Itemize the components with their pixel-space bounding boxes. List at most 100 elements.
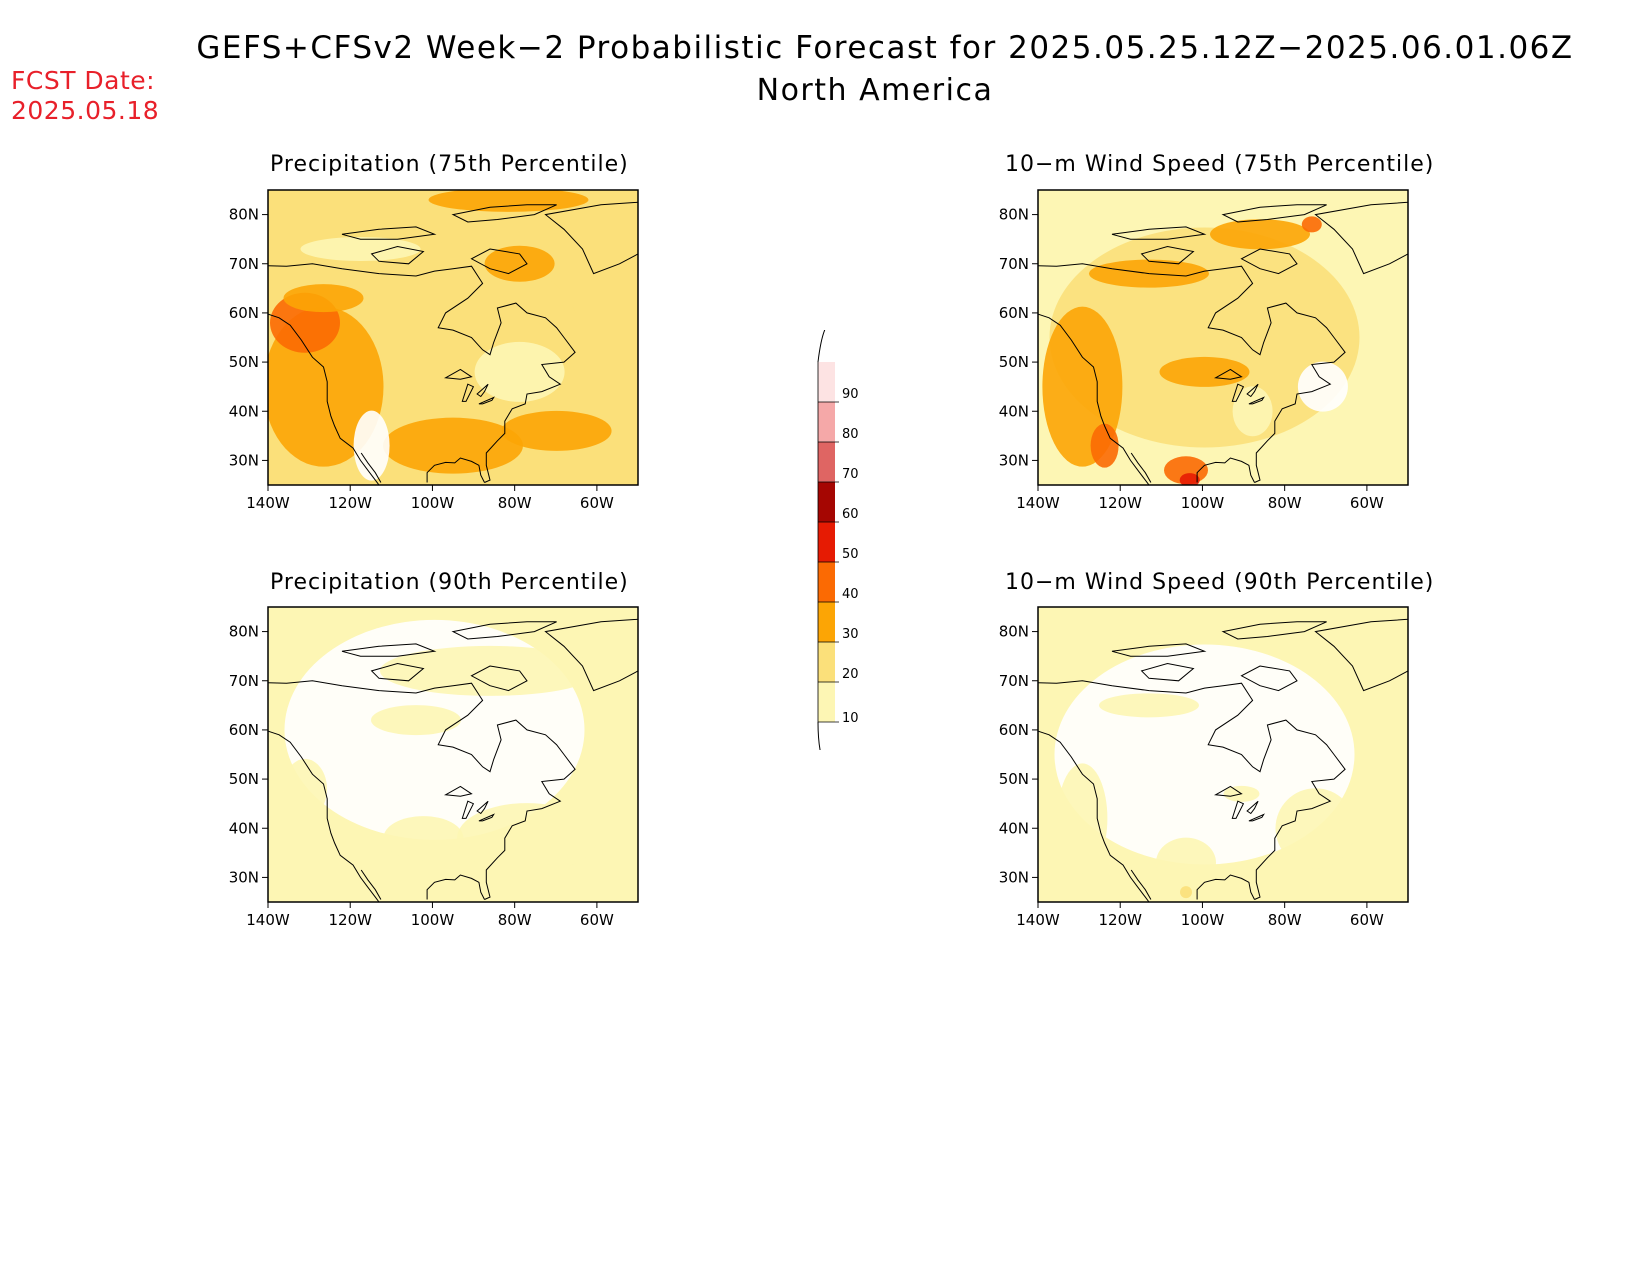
lon-tick-label: 80W <box>498 494 532 512</box>
lat-tick-label: 70N <box>999 255 1029 273</box>
probability-contour <box>283 758 327 819</box>
lon-tick-label: 100W <box>1181 911 1225 929</box>
lat-tick-label: 60N <box>229 304 259 322</box>
map-frame <box>1037 606 1409 903</box>
colorbar-level-label: 70 <box>842 467 859 482</box>
lon-tick-label: 140W <box>1016 494 1060 512</box>
probability-contour <box>1301 216 1322 233</box>
probability-contour <box>1275 427 1356 464</box>
coastline <box>268 201 638 485</box>
probability-contour <box>484 245 555 282</box>
lon-tick-label: 140W <box>1016 911 1060 929</box>
coastline <box>1038 201 1408 485</box>
lon-tick-label: 120W <box>328 494 372 512</box>
lat-tick-label: 50N <box>229 353 259 371</box>
lat-tick-label: 30N <box>999 451 1029 469</box>
map-precip-90: 140W 120W 100W 80W 60W 80N 70N 60N 50N 40N 30N <box>229 606 639 929</box>
colorbar-level-label: 10 <box>842 711 859 726</box>
lat-tick-label: 40N <box>229 819 259 837</box>
lat-tick-label: 60N <box>999 721 1029 739</box>
lat-tick-label: 70N <box>229 255 259 273</box>
map-wind-75: 140W 120W 100W 80W 60W 80N 70N 60N 50N 40N 30N <box>999 189 1409 512</box>
probability-contour <box>283 284 364 313</box>
lon-tick-label: 60W <box>580 494 614 512</box>
probability-contour <box>1159 356 1250 387</box>
probability-field <box>268 190 638 485</box>
colorbar-segment <box>818 522 835 562</box>
probability-contour <box>383 816 464 861</box>
panel-title-precip-90: Precipitation (90th Percentile) <box>270 570 629 595</box>
lon-tick-label: 100W <box>411 494 455 512</box>
lat-tick-label: 80N <box>999 623 1029 641</box>
probability-contour <box>1099 693 1199 718</box>
map-precip-75: 140W 120W 100W 80W 60W 80N 70N 60N 50N 40N 30N <box>229 189 639 512</box>
colorbar-segment <box>818 482 835 522</box>
lat-tick-label: 30N <box>229 868 259 886</box>
probability-contour <box>380 645 600 696</box>
lat-tick-label: 50N <box>999 770 1029 788</box>
probability-field <box>1038 607 1408 902</box>
probability-contour <box>1210 219 1310 250</box>
probability-contour <box>383 417 523 474</box>
colorbar-level-label: 50 <box>842 547 859 562</box>
probability-contour <box>300 237 421 261</box>
lat-tick-label: 40N <box>229 402 259 420</box>
lat-tick-label: 80N <box>229 206 259 224</box>
probability-contour <box>371 705 461 736</box>
lat-tick-label: 80N <box>229 623 259 641</box>
lat-tick-label: 60N <box>229 721 259 739</box>
probability-field <box>268 607 638 902</box>
probability-contour <box>1275 788 1356 869</box>
lat-tick-label: 30N <box>999 868 1029 886</box>
lon-tick-label: 60W <box>1350 494 1384 512</box>
panel-title-precip-75: Precipitation (75th Percentile) <box>270 152 629 177</box>
lon-tick-label: 140W <box>246 911 290 929</box>
lon-tick-label: 100W <box>411 911 455 929</box>
probability-contour <box>1309 646 1359 667</box>
probability-contour <box>1090 423 1119 468</box>
probability-contour <box>1180 886 1192 899</box>
colorbar-segment <box>818 682 835 722</box>
colorbar-segment <box>818 442 835 482</box>
main-title: GEFS+CFSv2 Week−2 Probabilistic Forecast… <box>196 30 1574 66</box>
lon-tick-label: 80W <box>1268 494 1302 512</box>
forecast-date-value: 2025.05.18 <box>11 96 160 125</box>
map-frame <box>267 606 639 903</box>
lon-tick-label: 80W <box>1268 911 1302 929</box>
lat-tick-label: 70N <box>999 672 1029 690</box>
lon-tick-label: 60W <box>1350 911 1384 929</box>
lon-tick-label: 100W <box>1181 494 1225 512</box>
colorbar-level-label: 20 <box>842 667 859 682</box>
colorbar-lower-cap <box>818 722 835 750</box>
map-frame <box>267 189 639 486</box>
coastline <box>1038 618 1408 902</box>
lon-tick-label: 60W <box>580 911 614 929</box>
lon-tick-label: 120W <box>1098 911 1142 929</box>
lon-tick-label: 140W <box>246 494 290 512</box>
probability-contour <box>501 410 612 451</box>
lon-tick-label: 120W <box>1098 494 1142 512</box>
probability-contour <box>474 341 565 402</box>
colorbar-level-label: 80 <box>842 427 859 442</box>
lat-tick-label: 30N <box>229 451 259 469</box>
colorbar-level-label: 40 <box>842 587 859 602</box>
colorbar-segment <box>818 362 835 402</box>
colorbar-segment <box>818 562 835 602</box>
colorbar-segment <box>818 602 835 642</box>
panel-title-wind-90: 10−m Wind Speed (90th Percentile) <box>1005 570 1435 595</box>
lat-tick-label: 70N <box>229 672 259 690</box>
probability-contour <box>1057 763 1108 874</box>
coastline <box>268 618 638 902</box>
panel-title-wind-75: 10−m Wind Speed (75th Percentile) <box>1005 152 1435 177</box>
probability-contour <box>1179 473 1200 485</box>
region-subtitle: North America <box>756 73 994 108</box>
lat-tick-label: 40N <box>999 819 1029 837</box>
probability-contour <box>457 803 597 874</box>
lat-tick-label: 40N <box>999 402 1029 420</box>
probability-colorbar: 10 20 30 40 50 60 70 80 90 <box>817 330 859 750</box>
lon-tick-label: 120W <box>328 911 372 929</box>
probability-contour <box>1156 837 1216 888</box>
colorbar-segment <box>818 402 835 442</box>
colorbar-level-label: 30 <box>842 627 859 642</box>
colorbar-segment <box>818 642 835 682</box>
